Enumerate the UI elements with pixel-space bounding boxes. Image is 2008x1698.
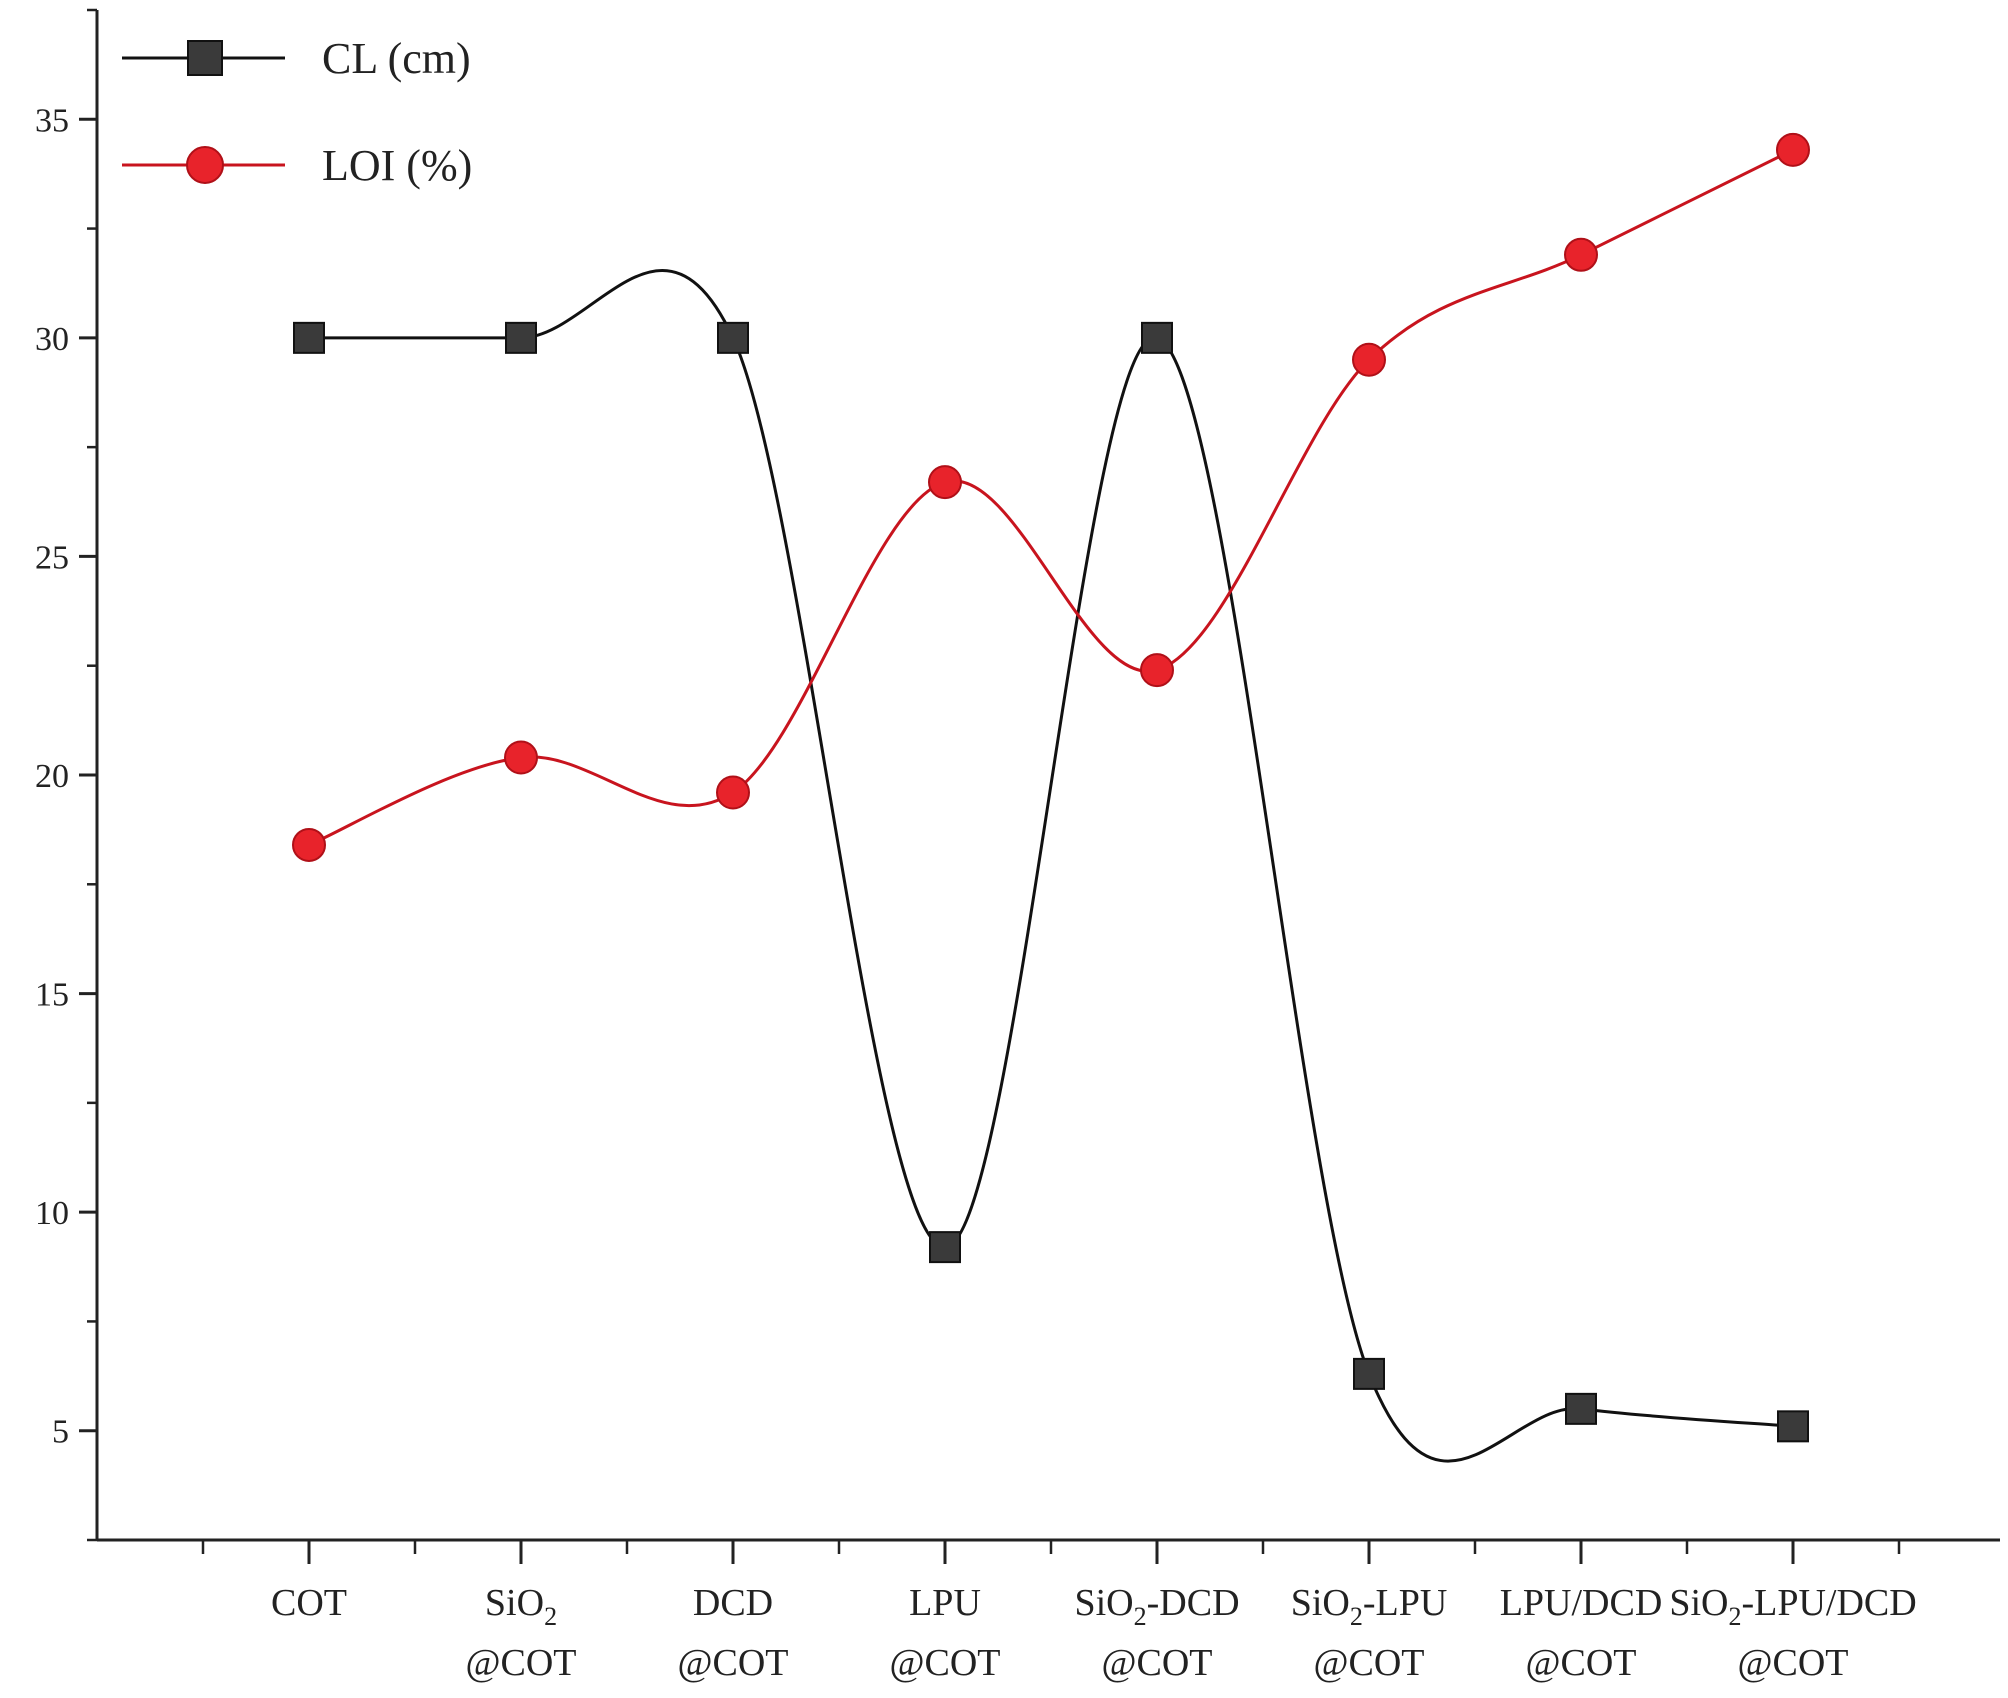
- data-point-square: [1565, 1392, 1597, 1425]
- x-tick-label: SiO2: [485, 1582, 557, 1631]
- x-tick-label: SiO2-LPU/DCD: [1669, 1582, 1916, 1631]
- legend-marker-circle: [186, 146, 224, 184]
- x-tick-label: COT: [271, 1582, 347, 1624]
- y-tick-label: 30: [35, 321, 69, 358]
- series-1: [292, 132, 1810, 862]
- series-line: [309, 269, 1794, 1463]
- x-tick-label: LPU/DCD: [1500, 1582, 1663, 1624]
- x-tick-label-line2: @COT: [1102, 1642, 1213, 1684]
- data-point-square: [505, 321, 537, 354]
- x-tick-label: SiO2-LPU: [1291, 1582, 1448, 1631]
- data-point-circle: [716, 775, 750, 810]
- x-tick-label-line2: @COT: [1314, 1642, 1425, 1684]
- x-tick-label: DCD: [693, 1582, 773, 1624]
- x-tick-label-line2: @COT: [1738, 1642, 1849, 1684]
- x-tick-label-line2: @COT: [1526, 1642, 1637, 1684]
- legend-label: CL (cm): [322, 34, 471, 83]
- y-tick-label: 5: [52, 1414, 69, 1451]
- axes: 5 10 15 20 25 30 35 COT SiO2 @COT DCD @COT LPU @COT Si…: [35, 8, 2000, 1684]
- legend-label: LOI (%): [322, 141, 472, 190]
- x-tick-label-line2: @COT: [466, 1642, 577, 1684]
- data-point-square: [1353, 1357, 1385, 1390]
- y-tick-label: 15: [35, 977, 69, 1014]
- y-tick-label: 20: [35, 758, 69, 795]
- data-point-circle: [928, 465, 962, 500]
- data-point-circle: [1352, 342, 1386, 377]
- y-tick-label: 10: [35, 1195, 69, 1232]
- data-point-square: [1141, 321, 1173, 354]
- series-layer: [292, 132, 1810, 1463]
- y-tick-label: 35: [35, 102, 69, 139]
- y-tick-label: 25: [35, 539, 69, 576]
- x-tick-label: SiO2-DCD: [1074, 1582, 1239, 1631]
- data-point-square: [929, 1231, 961, 1264]
- data-point-circle: [1564, 237, 1598, 272]
- legend: CL (cm) LOI (%): [122, 34, 472, 190]
- data-point-circle: [504, 740, 538, 775]
- data-point-circle: [1776, 132, 1810, 167]
- x-tick-label: LPU: [909, 1582, 981, 1624]
- data-point-square: [717, 321, 749, 354]
- data-point-square: [1777, 1410, 1809, 1443]
- series-line: [308, 148, 1794, 847]
- series-0: [293, 269, 1809, 1463]
- x-tick-label-line2: @COT: [678, 1642, 789, 1684]
- legend-marker-square: [187, 40, 223, 76]
- data-point-circle: [1140, 653, 1174, 688]
- data-point-circle: [292, 827, 326, 862]
- data-point-square: [293, 321, 325, 354]
- x-tick-label-line2: @COT: [890, 1642, 1001, 1684]
